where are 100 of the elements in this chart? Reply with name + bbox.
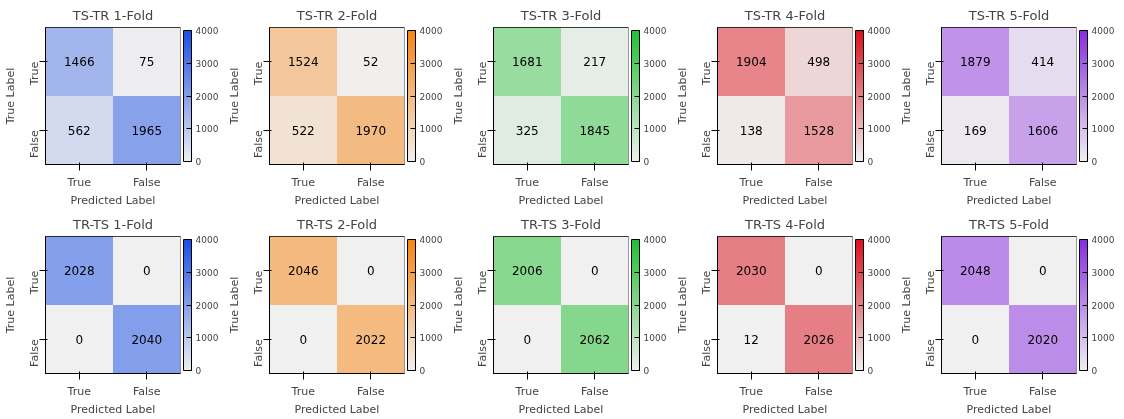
y-tick-label: False <box>476 130 489 158</box>
color-bar-label: 1000 <box>419 333 443 344</box>
y-tick-label: False <box>252 130 265 158</box>
chart-title: TS-TR 3-Fold <box>519 7 602 23</box>
data-label: 2020 <box>1027 332 1059 347</box>
y-tick-label: False <box>924 339 937 367</box>
color-bar-label: 3000 <box>643 58 667 69</box>
color-bar-label: 1000 <box>195 124 219 135</box>
color-bar-label: 2000 <box>643 91 667 102</box>
data-label: 0 <box>590 264 599 279</box>
chart-title: TR-TS 1-Fold <box>71 216 154 232</box>
x-tick-label: False <box>1028 175 1057 189</box>
data-label: 1845 <box>579 123 611 138</box>
color-bar-label: 0 <box>195 157 202 167</box>
data-label: 217 <box>583 55 607 70</box>
color-bar-label: 1000 <box>643 333 667 344</box>
y-tick-label: False <box>252 339 265 367</box>
data-label: 52 <box>363 55 379 70</box>
data-label: 2006 <box>511 264 543 279</box>
data-label: 0 <box>814 264 823 279</box>
chart-title: TR-TS 3-Fold <box>519 216 602 232</box>
y-axis-title: True Label <box>675 67 689 126</box>
color-bar-label: 3000 <box>643 267 667 278</box>
color-bar-label: 1000 <box>1091 124 1115 135</box>
data-label: 2046 <box>287 264 319 279</box>
color-bar-label: 1000 <box>195 333 219 344</box>
data-label: 1466 <box>63 55 95 70</box>
y-axis-title: True Label <box>675 276 689 335</box>
y-tick-label: True <box>28 270 41 296</box>
chart-title: TR-TS 5-Fold <box>967 216 1050 232</box>
data-label: 2062 <box>579 332 611 347</box>
color-bar-label: 0 <box>1091 157 1098 167</box>
data-label: 2030 <box>735 264 767 279</box>
color-bar-label: 0 <box>643 366 650 376</box>
x-tick-label: False <box>1028 384 1057 398</box>
y-tick-label: True <box>476 61 489 87</box>
x-axis-title: Predicted Label <box>742 402 828 416</box>
x-tick-label: False <box>356 175 385 189</box>
color-bar-label: 4000 <box>195 26 219 36</box>
data-label: 325 <box>515 123 539 138</box>
color-bar-label: 2000 <box>643 300 667 311</box>
color-bar-label: 3000 <box>195 58 219 69</box>
data-label: 2040 <box>131 332 163 347</box>
color-bar-label: 2000 <box>867 300 891 311</box>
color-bar-label: 3000 <box>867 58 891 69</box>
color-bar-label: 0 <box>867 157 874 167</box>
x-axis-title: Predicted Label <box>518 402 604 416</box>
data-label: 1524 <box>287 55 319 70</box>
data-label: 1970 <box>355 123 387 138</box>
y-tick-label: False <box>476 339 489 367</box>
data-label: 169 <box>963 123 987 138</box>
color-bar-label: 4000 <box>643 235 667 245</box>
data-label: 2048 <box>959 264 991 279</box>
y-axis-title: True Label <box>3 67 17 126</box>
x-tick-label: True <box>962 175 988 189</box>
data-label: 75 <box>139 55 155 70</box>
data-label: 0 <box>299 332 308 347</box>
y-axis-title: True Label <box>451 276 465 335</box>
y-tick-label: False <box>700 130 713 158</box>
y-tick-label: False <box>700 339 713 367</box>
x-axis-title: Predicted Label <box>966 402 1052 416</box>
chart-title: TS-TR 2-Fold <box>295 7 378 23</box>
color-bar-label: 2000 <box>867 91 891 102</box>
x-axis-title: Predicted Label <box>966 193 1052 207</box>
x-tick-label: True <box>514 175 540 189</box>
y-axis-title: True Label <box>227 67 241 126</box>
color-bar-label: 0 <box>643 157 650 167</box>
data-label: 0 <box>366 264 375 279</box>
data-label: 0 <box>142 264 151 279</box>
color-bar-label: 1000 <box>867 333 891 344</box>
data-label: 1904 <box>735 55 767 70</box>
chart-title: TS-TR 4-Fold <box>743 7 826 23</box>
data-label: 138 <box>739 123 763 138</box>
data-label: 1879 <box>959 55 991 70</box>
color-bar-label: 3000 <box>1091 267 1115 278</box>
x-tick-label: False <box>804 384 833 398</box>
data-label: 1528 <box>803 123 835 138</box>
data-label: 0 <box>971 332 980 347</box>
color-bar-label: 0 <box>419 157 426 167</box>
color-bar-label: 4000 <box>419 235 443 245</box>
x-tick-label: True <box>66 384 92 398</box>
data-label: 1965 <box>131 123 163 138</box>
data-label: 522 <box>291 123 315 138</box>
x-tick-label: False <box>580 175 609 189</box>
data-label: 2026 <box>803 332 835 347</box>
y-tick-label: True <box>476 270 489 296</box>
data-label: 12 <box>743 332 759 347</box>
color-bar-label: 3000 <box>419 267 443 278</box>
x-tick-label: True <box>290 384 316 398</box>
x-tick-label: True <box>738 384 764 398</box>
color-bar-label: 4000 <box>867 235 891 245</box>
x-axis-title: Predicted Label <box>70 193 156 207</box>
x-axis-title: Predicted Label <box>294 193 380 207</box>
color-bar-label: 4000 <box>1091 26 1115 36</box>
color-bar-label: 0 <box>1091 366 1098 376</box>
color-bar-label: 1000 <box>1091 333 1115 344</box>
color-bar-label: 2000 <box>419 91 443 102</box>
y-tick-label: True <box>700 270 713 296</box>
data-label: 1681 <box>511 55 543 70</box>
color-bar-label: 2000 <box>195 91 219 102</box>
